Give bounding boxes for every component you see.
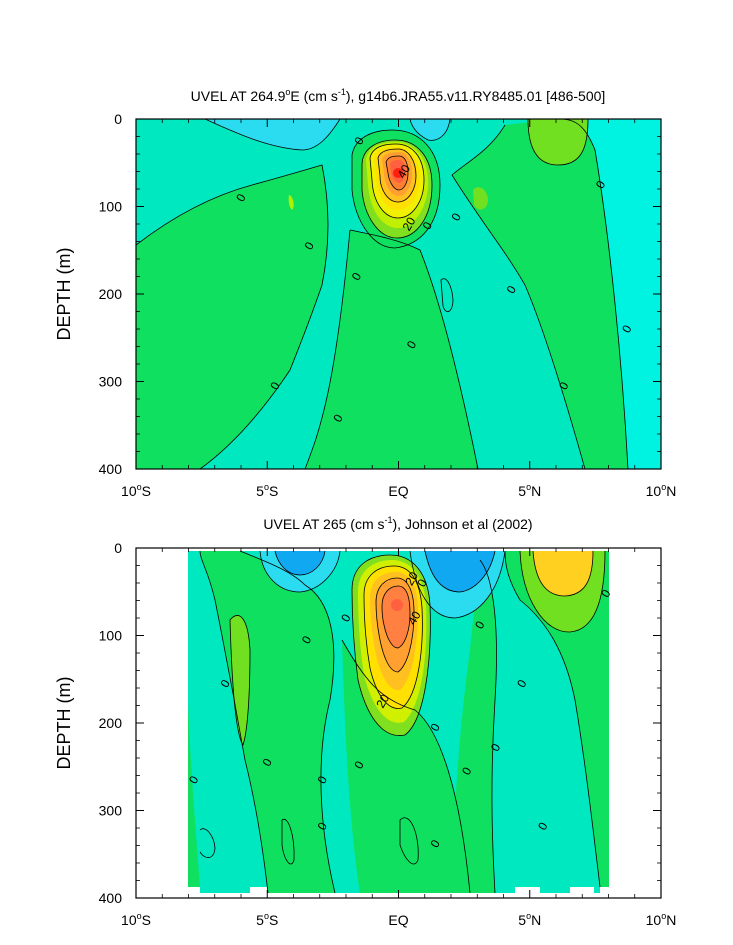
y-tick-label: 400 — [99, 890, 123, 906]
panel-1-contour-fill — [136, 119, 661, 469]
panel-1-ylabel: DEPTH (m) — [54, 248, 74, 341]
x-tick-label: 10oS — [121, 911, 151, 928]
contour-label: 20 — [400, 214, 419, 233]
x-tick-label: EQ — [388, 483, 408, 499]
panel-2-y-axis: 0 100 200 300 400 — [99, 540, 661, 906]
y-tick-label: 200 — [99, 286, 123, 302]
x-tick-label: 5oS — [256, 911, 278, 928]
panel-2-title: UVEL AT 265 (cm s-1), Johnson et al (200… — [263, 515, 532, 532]
panel-2-x-axis: 10oS 5oS EQ 5oN 10oN — [121, 548, 676, 928]
x-tick-label: 10oS — [121, 482, 151, 499]
contour-label: 40 — [394, 162, 413, 181]
panel-1-y-axis: 0 100 200 300 400 — [99, 111, 661, 477]
contour-label: 20 — [373, 692, 392, 711]
y-tick-label: 0 — [114, 111, 122, 127]
x-tick-label: 5oN — [518, 482, 541, 499]
panel-1-x-axis: 10oS 5oS EQ 5oN 10oN — [121, 119, 676, 499]
y-tick-label: 300 — [99, 374, 123, 390]
x-tick-label: EQ — [388, 912, 408, 928]
contour-label: 40 — [405, 608, 424, 627]
y-tick-label: 100 — [99, 628, 123, 644]
y-tick-label: 0 — [114, 540, 122, 556]
x-tick-label: 10oN — [646, 482, 677, 499]
panel-1: UVEL AT 264.9oE (cm s-1), g14b6.JRA55.v1… — [54, 87, 676, 499]
y-tick-label: 400 — [99, 461, 123, 477]
panel-1-title: UVEL AT 264.9oE (cm s-1), g14b6.JRA55.v1… — [191, 87, 606, 104]
x-tick-label: 5oS — [256, 482, 278, 499]
x-tick-label: 10oN — [646, 911, 677, 928]
y-tick-label: 200 — [99, 715, 123, 731]
contour-label: 20 — [402, 569, 421, 588]
x-tick-label: 5oN — [518, 911, 541, 928]
panel-2: UVEL AT 265 (cm s-1), Johnson et al (200… — [54, 515, 676, 928]
y-tick-label: 100 — [99, 199, 123, 215]
y-tick-label: 300 — [99, 803, 123, 819]
panel-2-ylabel: DEPTH (m) — [54, 677, 74, 770]
panel-2-contour-fill — [188, 550, 609, 894]
